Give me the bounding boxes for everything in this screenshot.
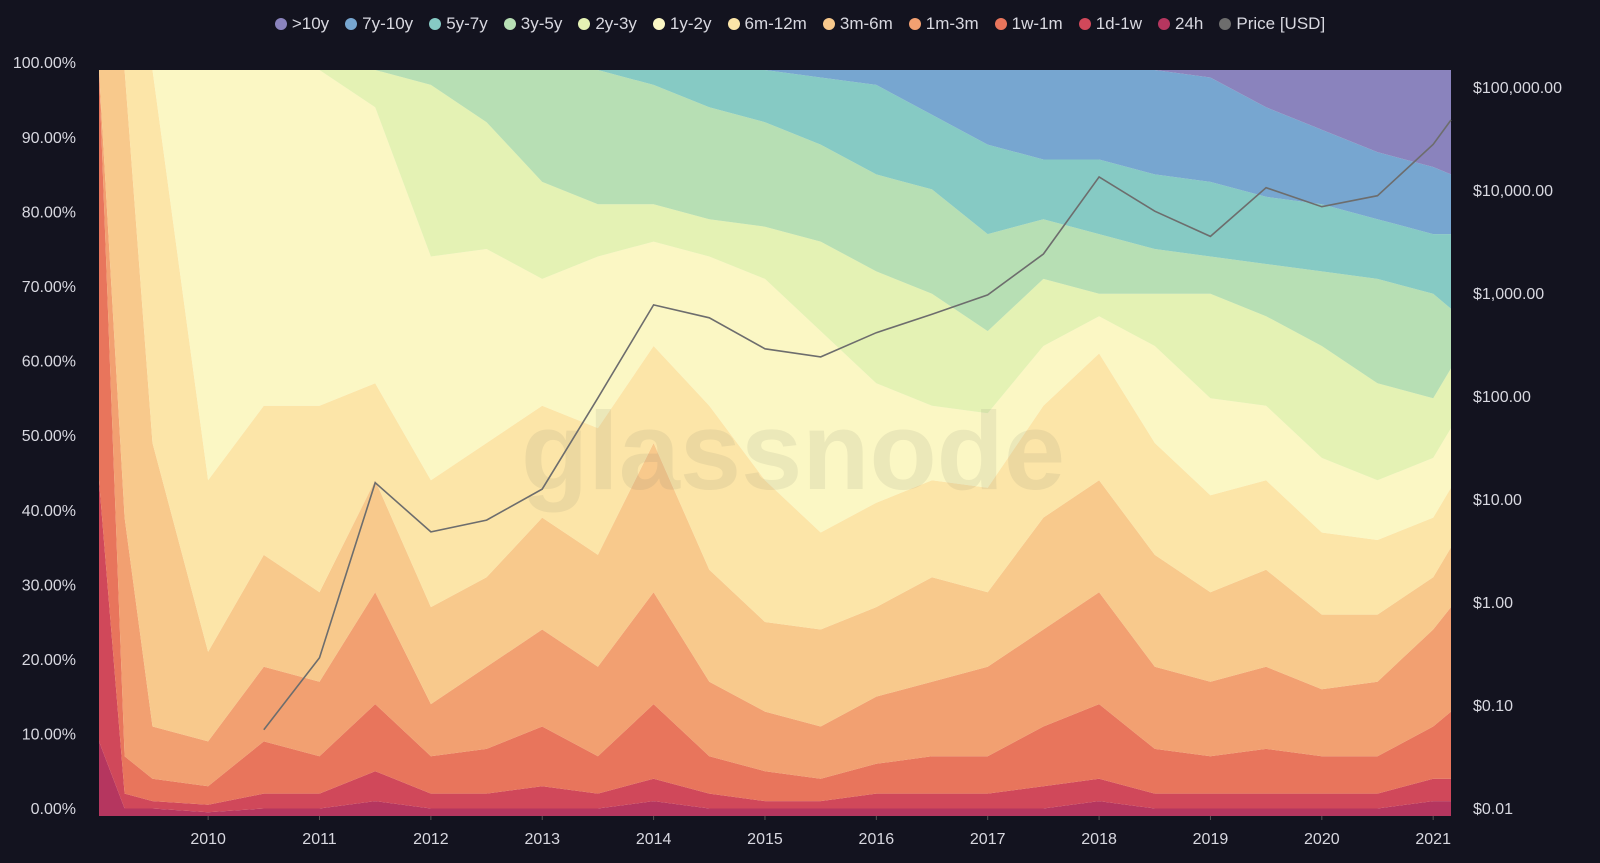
area-band [99, 70, 1451, 235]
y-tick-label: 10.00% [22, 727, 76, 744]
area-band [99, 70, 1451, 309]
legend-swatch [274, 18, 287, 30]
legend-label: 7y-10y [362, 14, 414, 33]
y-tick-label: 90.00% [22, 130, 76, 147]
y-tick-label: 60.00% [22, 354, 76, 371]
y2-tick-label: $1,000.00 [1473, 286, 1544, 303]
area-band [99, 70, 1451, 540]
price-line [263, 119, 1452, 731]
y-tick-label: 40.00% [22, 503, 76, 520]
y2-tick-label: $1.00 [1473, 595, 1513, 612]
y-tick-label: 100.00% [13, 55, 76, 72]
legend-swatch [822, 18, 835, 30]
x-tick-label: 2014 [636, 831, 672, 848]
area-band [99, 70, 1451, 742]
legend-label: 6m-12m [744, 14, 807, 33]
x-tick-label: 2019 [1193, 831, 1229, 848]
area-band [99, 70, 1451, 481]
legend-swatch [345, 18, 358, 30]
area-band [99, 741, 1451, 816]
legend-swatch [1158, 18, 1170, 30]
y2-tick-label: $100.00 [1473, 389, 1531, 406]
legend: >10y 7y-10y 5y-7y 3y-5y 2y-3y 1y-2y 6m-12m 3m-6… [0, 14, 1600, 34]
area-band [99, 70, 1451, 652]
legend-swatch [578, 18, 591, 30]
legend-item[interactable]: Price [USD] [1219, 14, 1325, 34]
area-band [99, 70, 1451, 787]
legend-item[interactable]: 2y-3y [578, 14, 637, 34]
y2-tick-label: $10,000.00 [1473, 183, 1553, 200]
legend-label: 24h [1175, 14, 1204, 33]
legend-label: 5y-7y [446, 14, 488, 33]
y2-tick-label: $10.00 [1473, 492, 1522, 509]
legend-item[interactable]: 3y-5y [503, 14, 563, 34]
y2-tick-label: $100,000.00 [1473, 80, 1562, 97]
legend-item[interactable]: >10y [274, 14, 330, 34]
legend-swatch [908, 18, 921, 30]
x-tick-label: 2016 [859, 831, 895, 848]
y-tick-label: 80.00% [22, 204, 76, 221]
legend-swatch [652, 18, 665, 30]
legend-swatch [503, 18, 516, 30]
x-tick-label: 2010 [190, 831, 226, 848]
x-tick-label: 2021 [1415, 831, 1451, 848]
x-tick-label: 2013 [524, 831, 560, 848]
legend-swatch [1219, 18, 1232, 30]
x-tick-label: 2011 [302, 831, 337, 848]
x-tick-label: 2018 [1081, 831, 1117, 848]
legend-item[interactable]: 1w-1m [994, 14, 1063, 34]
legend-item[interactable]: 5y-7y [429, 14, 488, 34]
legend-swatch [727, 18, 740, 30]
legend-label: Price [USD] [1236, 14, 1326, 33]
area-band [99, 70, 1451, 399]
area-band [99, 70, 1451, 175]
x-tick-label: 2015 [747, 831, 783, 848]
legend-label: 2y-3y [595, 14, 637, 33]
y-tick-label: 50.00% [22, 428, 76, 445]
legend-item[interactable]: 7y-10y [345, 14, 413, 34]
watermark: glassnode [521, 390, 1065, 513]
x-tick-label: 2017 [970, 831, 1006, 848]
y2-tick-label: $0.01 [1473, 801, 1513, 818]
legend-item[interactable]: 3m-6m [822, 14, 893, 34]
areas [99, 70, 1451, 816]
legend-item[interactable]: 1d-1w [1078, 14, 1142, 34]
y-tick-label: 20.00% [22, 652, 76, 669]
legend-swatch [1078, 18, 1091, 30]
legend-label: 3m-6m [839, 14, 893, 33]
y-tick-label: 30.00% [22, 577, 76, 594]
legend-swatch [994, 18, 1007, 30]
legend-label: 1m-3m [925, 14, 979, 33]
legend-item[interactable]: 24h [1158, 14, 1203, 34]
legend-label: 3y-5y [520, 14, 563, 33]
legend-item[interactable]: 6m-12m [727, 14, 807, 34]
legend-item[interactable]: 1y-2y [652, 14, 712, 34]
legend-label: 1d-1w [1095, 14, 1142, 33]
legend-swatch [429, 18, 442, 30]
x-tick-label: 2012 [413, 831, 449, 848]
x-tick-label: 2020 [1304, 831, 1340, 848]
y-tick-label: 70.00% [22, 279, 76, 296]
legend-label: 1w-1m [1011, 14, 1063, 33]
legend-label: >10y [291, 14, 330, 33]
y-tick-label: 0.00% [31, 801, 76, 818]
legend-label: 1y-2y [669, 14, 712, 33]
y2-tick-label: $0.10 [1473, 698, 1513, 715]
legend-item[interactable]: 1m-3m [908, 14, 979, 34]
